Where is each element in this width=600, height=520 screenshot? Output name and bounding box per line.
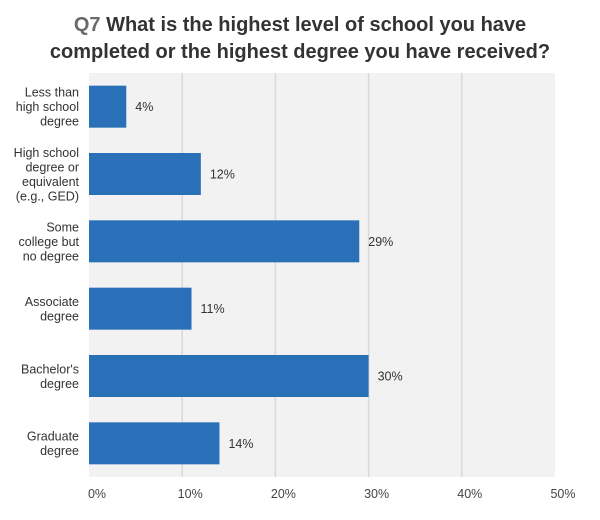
category-label-line: high school — [16, 100, 79, 114]
x-tick-label: 10% — [178, 487, 203, 501]
data-label: 12% — [210, 168, 235, 182]
x-tick-label: 20% — [271, 487, 296, 501]
chart-title: Q7 What is the highest level of school y… — [0, 12, 600, 66]
category-label: Graduate degree — [27, 430, 79, 459]
category-label-line: (e.g., GED) — [16, 189, 79, 203]
x-tick-label: 0% — [88, 487, 106, 501]
category-label-line: High school — [14, 146, 79, 160]
x-tick-label: 40% — [457, 487, 482, 501]
category-label-line: Bachelor's — [21, 362, 79, 376]
category-label: Associate degree — [25, 295, 79, 324]
data-label: 30% — [378, 370, 403, 384]
data-label: 11% — [201, 302, 225, 316]
title-line-1: What is the highest level of school you … — [106, 14, 527, 36]
category-label-line: degree — [40, 377, 79, 391]
category-label-line: degree — [40, 115, 79, 129]
category-label-line: equivalent — [22, 175, 80, 189]
category-label: Less than high school degree — [16, 86, 79, 129]
bar — [89, 153, 201, 195]
bar — [89, 287, 192, 330]
category-label-line: degree or — [25, 160, 79, 174]
x-tick-label: 50% — [550, 487, 575, 501]
bar — [89, 422, 220, 465]
category-label-line: college but — [19, 235, 80, 249]
data-label: 4% — [135, 100, 153, 114]
category-label: High school degree or equivalent (e.g., GED… — [14, 146, 80, 204]
category-label: Bachelor's degree — [21, 362, 79, 391]
category-label-line: Graduate — [27, 430, 79, 444]
category-label-line: no degree — [23, 249, 79, 263]
bar — [89, 85, 127, 128]
bar — [89, 355, 369, 397]
category-label-line: degree — [40, 309, 79, 323]
x-tick-label: 30% — [364, 487, 389, 501]
category-label-line: Less than — [25, 86, 79, 100]
bar — [89, 220, 360, 263]
category-label: Some college but no degree — [19, 220, 80, 263]
data-label: 14% — [228, 437, 253, 451]
data-label: 29% — [368, 235, 393, 249]
category-label-line: Some — [46, 220, 79, 234]
category-label-line: Associate — [25, 295, 79, 309]
category-label-line: degree — [40, 444, 79, 458]
title-line-2: completed or the highest degree you have… — [49, 41, 551, 63]
plot-background — [89, 73, 555, 477]
question-number: Q7 — [73, 14, 101, 36]
